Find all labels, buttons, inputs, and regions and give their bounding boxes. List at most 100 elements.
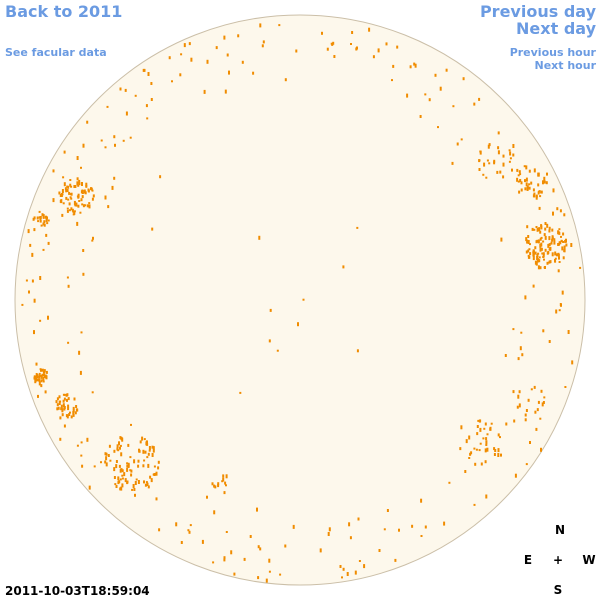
facula-point xyxy=(527,240,530,244)
facula-point xyxy=(137,459,140,463)
next-hour-link[interactable]: Next hour xyxy=(535,59,597,72)
facula-point xyxy=(58,395,61,399)
facula-point xyxy=(542,401,545,404)
facula-point xyxy=(479,150,482,155)
facula-point xyxy=(484,448,487,453)
facula-point xyxy=(64,187,67,191)
facula-point xyxy=(38,372,41,377)
facula-point xyxy=(563,245,566,250)
facula-point xyxy=(565,243,568,247)
facula-point xyxy=(534,410,537,414)
facula-point xyxy=(558,241,561,245)
facula-point xyxy=(535,226,538,228)
facula-point xyxy=(180,53,183,56)
facula-point xyxy=(65,414,68,418)
facula-point xyxy=(75,202,78,207)
facula-point xyxy=(548,226,551,230)
facula-point xyxy=(33,228,36,232)
facula-point xyxy=(152,473,155,476)
facula-point xyxy=(82,272,85,276)
facula-point xyxy=(539,237,542,241)
facula-point xyxy=(120,452,123,457)
facula-point xyxy=(504,354,507,357)
facula-point xyxy=(328,527,331,532)
facula-point xyxy=(69,183,72,187)
facula-point xyxy=(533,168,536,173)
facula-point xyxy=(59,416,62,420)
facula-point xyxy=(141,436,144,441)
facula-point xyxy=(62,176,65,179)
facula-point xyxy=(111,185,114,190)
next-day-link[interactable]: Next day xyxy=(516,19,597,38)
facula-point xyxy=(109,459,112,462)
previous-day-link[interactable]: Previous day xyxy=(480,2,597,21)
facula-point xyxy=(478,97,481,101)
facula-point xyxy=(68,191,71,195)
facula-point xyxy=(497,131,500,135)
facula-point xyxy=(541,402,544,407)
facula-point xyxy=(34,379,37,384)
facula-point xyxy=(534,251,537,255)
facula-point xyxy=(520,331,523,334)
facula-point xyxy=(237,34,240,38)
facula-point xyxy=(541,252,544,255)
facula-point xyxy=(558,309,561,312)
facula-point xyxy=(528,169,531,173)
facula-point xyxy=(516,177,519,182)
facula-point xyxy=(147,463,150,468)
timestamp: 2011-10-03T18:59:04 xyxy=(5,584,150,598)
facula-point xyxy=(113,476,116,479)
facula-point xyxy=(233,572,236,576)
facula-point xyxy=(529,252,532,256)
facula-point xyxy=(56,407,59,411)
facula-point xyxy=(127,443,130,447)
facula-point xyxy=(565,238,567,243)
facula-point xyxy=(538,256,541,259)
facula-point xyxy=(535,240,538,244)
facula-point xyxy=(43,371,46,374)
facula-point xyxy=(536,254,539,258)
facula-point xyxy=(302,298,305,301)
facula-point xyxy=(502,162,505,167)
facula-point xyxy=(146,456,149,459)
facula-point xyxy=(31,279,34,283)
facula-point xyxy=(486,159,489,162)
facula-point xyxy=(93,465,96,468)
facula-point xyxy=(33,376,36,380)
facular-link[interactable]: See facular data xyxy=(5,46,107,59)
facula-point xyxy=(487,144,490,149)
facula-point xyxy=(560,235,562,238)
facula-point xyxy=(67,198,70,201)
facula-point xyxy=(58,191,61,195)
facula-point xyxy=(514,473,517,478)
facula-point xyxy=(502,175,505,179)
facula-point xyxy=(39,319,42,322)
facula-point xyxy=(326,47,329,51)
facula-point xyxy=(464,470,467,473)
facula-point xyxy=(385,42,388,46)
facula-point xyxy=(540,190,543,194)
facula-point xyxy=(519,173,522,176)
facula-point xyxy=(349,536,352,540)
facula-point xyxy=(468,435,471,440)
facula-point xyxy=(206,59,209,64)
facula-point xyxy=(268,558,271,563)
facula-point xyxy=(40,224,43,227)
facula-point xyxy=(509,151,512,156)
facula-point xyxy=(542,329,545,333)
facula-point xyxy=(297,322,299,327)
facula-point xyxy=(534,246,537,250)
facula-point xyxy=(180,541,183,544)
facula-point xyxy=(62,399,65,403)
facula-point xyxy=(392,64,395,68)
facula-point xyxy=(525,463,528,466)
back-link[interactable]: Back to 2011 xyxy=(5,2,122,21)
facula-point xyxy=(478,159,481,163)
facula-point xyxy=(484,422,487,426)
facula-point xyxy=(539,243,542,248)
facula-point xyxy=(386,509,389,512)
previous-hour-link[interactable]: Previous hour xyxy=(510,46,597,59)
facula-point xyxy=(61,408,64,413)
facula-point xyxy=(512,153,515,157)
facula-point xyxy=(105,456,108,461)
